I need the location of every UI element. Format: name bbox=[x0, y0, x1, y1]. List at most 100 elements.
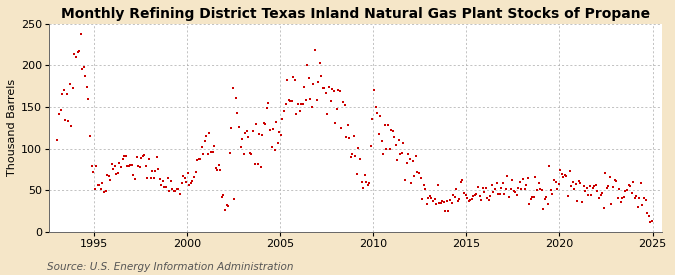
Point bbox=[297, 102, 308, 107]
Point bbox=[140, 164, 151, 168]
Point bbox=[128, 172, 139, 177]
Point bbox=[148, 176, 159, 180]
Point bbox=[290, 78, 300, 82]
Point bbox=[299, 85, 310, 89]
Point bbox=[294, 109, 305, 113]
Point bbox=[618, 195, 629, 200]
Point bbox=[516, 187, 526, 191]
Point bbox=[327, 87, 338, 92]
Point bbox=[550, 179, 561, 184]
Point bbox=[558, 175, 569, 179]
Point bbox=[342, 122, 353, 127]
Point bbox=[150, 169, 161, 174]
Point bbox=[352, 172, 362, 177]
Point bbox=[493, 192, 504, 197]
Point bbox=[394, 138, 404, 142]
Point bbox=[344, 136, 354, 141]
Point bbox=[292, 102, 303, 106]
Point bbox=[219, 208, 230, 213]
Point bbox=[288, 75, 299, 79]
Point bbox=[234, 125, 244, 130]
Point bbox=[378, 152, 389, 156]
Point bbox=[302, 62, 313, 67]
Point bbox=[159, 185, 170, 189]
Point bbox=[551, 187, 562, 191]
Point bbox=[310, 48, 321, 52]
Point bbox=[403, 152, 414, 157]
Point bbox=[237, 137, 248, 141]
Point bbox=[52, 138, 63, 142]
Point bbox=[232, 111, 243, 116]
Point bbox=[443, 209, 454, 213]
Point bbox=[385, 128, 396, 133]
Point bbox=[626, 191, 637, 195]
Point bbox=[333, 88, 344, 92]
Point bbox=[115, 165, 126, 169]
Point bbox=[427, 198, 438, 203]
Point bbox=[331, 107, 342, 111]
Point bbox=[358, 185, 369, 190]
Point bbox=[323, 85, 334, 89]
Point bbox=[162, 175, 173, 180]
Point bbox=[634, 196, 645, 200]
Point bbox=[361, 180, 372, 185]
Point bbox=[620, 188, 631, 193]
Point bbox=[274, 130, 285, 134]
Point bbox=[499, 191, 510, 196]
Point bbox=[109, 164, 120, 169]
Point bbox=[522, 176, 533, 181]
Point bbox=[259, 121, 269, 125]
Point bbox=[409, 174, 420, 178]
Point bbox=[373, 132, 384, 137]
Point bbox=[265, 128, 275, 133]
Point bbox=[592, 189, 603, 193]
Point bbox=[134, 165, 145, 169]
Point bbox=[338, 100, 348, 104]
Point bbox=[215, 167, 225, 172]
Point bbox=[322, 112, 333, 116]
Point bbox=[435, 200, 446, 205]
Point bbox=[458, 190, 469, 195]
Point bbox=[448, 193, 458, 197]
Point bbox=[341, 135, 352, 139]
Point bbox=[381, 147, 392, 151]
Point bbox=[512, 192, 522, 197]
Point bbox=[266, 145, 277, 149]
Point bbox=[72, 50, 83, 54]
Point bbox=[519, 186, 530, 191]
Point bbox=[202, 152, 213, 156]
Point bbox=[624, 183, 635, 188]
Point bbox=[423, 195, 434, 200]
Point bbox=[92, 183, 103, 187]
Point bbox=[452, 199, 463, 204]
Point bbox=[184, 183, 194, 187]
Point bbox=[117, 157, 128, 162]
Point bbox=[316, 74, 327, 78]
Point bbox=[119, 153, 130, 158]
Point bbox=[186, 181, 196, 185]
Point bbox=[389, 134, 400, 139]
Point bbox=[485, 194, 496, 198]
Point bbox=[513, 186, 524, 190]
Point bbox=[502, 174, 513, 178]
Point bbox=[250, 122, 261, 126]
Point bbox=[313, 79, 323, 84]
Point bbox=[63, 119, 74, 123]
Point bbox=[608, 185, 618, 189]
Point bbox=[575, 181, 586, 185]
Point bbox=[482, 196, 493, 200]
Point bbox=[401, 161, 412, 165]
Point bbox=[544, 164, 555, 168]
Point bbox=[421, 202, 432, 206]
Point bbox=[336, 126, 347, 130]
Point bbox=[311, 98, 322, 103]
Point bbox=[213, 163, 224, 167]
Point bbox=[227, 86, 238, 91]
Title: Monthly Refining District Texas Inland Natural Gas Plant Stocks of Propane: Monthly Refining District Texas Inland N… bbox=[61, 7, 650, 21]
Point bbox=[505, 187, 516, 191]
Point bbox=[157, 178, 168, 183]
Point bbox=[156, 183, 167, 188]
Point bbox=[224, 151, 235, 156]
Point bbox=[61, 92, 72, 96]
Point bbox=[497, 181, 508, 185]
